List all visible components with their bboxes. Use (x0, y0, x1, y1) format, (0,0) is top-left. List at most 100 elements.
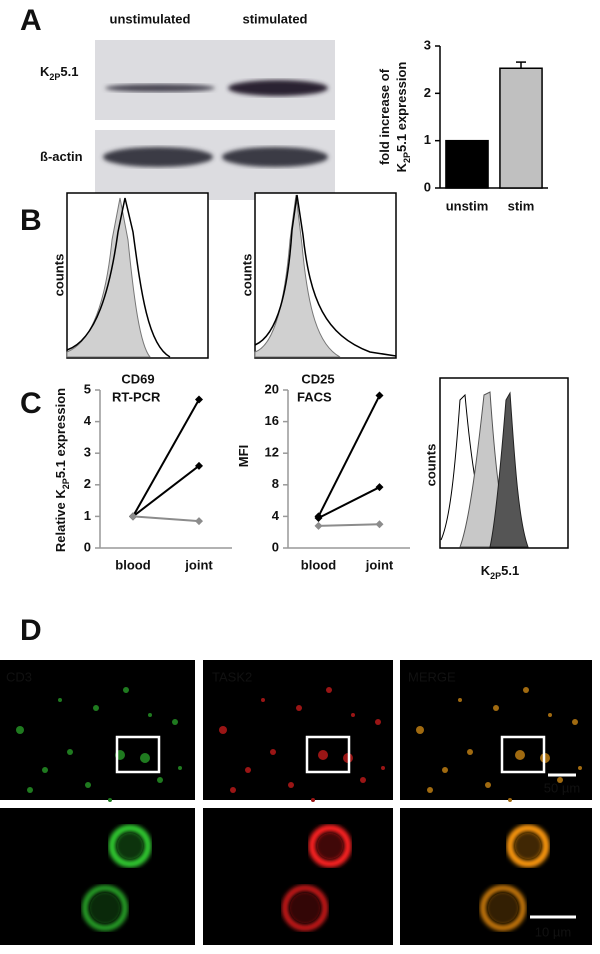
annotation: RT-PCR (112, 389, 161, 404)
y-axis-label: Relative K2P5.1 expression (53, 388, 71, 552)
y-axis-label-part: 5.1 expression (394, 62, 409, 152)
histogram-line (254, 194, 397, 357)
y-tick-label: 5 (84, 381, 91, 396)
axis-label-part: 5.1 (501, 563, 519, 578)
panel-label: B (20, 204, 42, 237)
blot-band (222, 147, 328, 167)
blot-band (105, 84, 215, 92)
bar (499, 67, 543, 189)
y-tick-label: 3 (424, 37, 431, 52)
y-tick-label: 2 (424, 85, 431, 100)
y-axis-label-part: 5.1 expression (53, 388, 68, 478)
scale-label: 50 µm (544, 780, 580, 795)
x-tick-label: stim (508, 198, 535, 213)
y-tick-label: 0 (272, 539, 279, 554)
series-line (132, 515, 200, 523)
marker (375, 520, 384, 529)
series-line (317, 395, 381, 517)
flow-histogram (66, 192, 209, 359)
axis-label: CD69 (121, 371, 154, 386)
flow-histogram (439, 377, 569, 549)
marker (195, 517, 203, 526)
annotation: FACS (297, 389, 332, 404)
y-tick-label: 4 (84, 413, 92, 428)
channel-label: MERGE (408, 669, 456, 684)
x-tick-label: joint (184, 557, 213, 572)
histogram-fill (254, 194, 341, 358)
y-tick-label: 2 (84, 476, 91, 491)
x-tick-label: joint (365, 557, 394, 572)
x-tick-label: blood (301, 557, 336, 572)
histogram-line (66, 197, 171, 358)
histogram-frame (254, 192, 397, 359)
marker (195, 461, 203, 470)
histogram-fill (489, 391, 529, 548)
blot-band (228, 80, 328, 96)
inset-box (115, 735, 161, 774)
channel-label: CD3 (6, 669, 32, 684)
y-tick-label: 20 (265, 381, 279, 396)
axis-label-part: K (481, 563, 491, 578)
y-axis-label: fold increase of (377, 68, 392, 165)
micrographs (0, 660, 592, 945)
scale-label: 10 µm (535, 924, 571, 939)
axis-label: K2P5.1 (481, 563, 519, 581)
micrograph (203, 660, 393, 800)
blot-column-label: stimulated (242, 11, 307, 26)
blot-row-label-part: ß-actin (40, 149, 83, 164)
inset-box (500, 735, 546, 774)
x-tick-label: blood (115, 557, 150, 572)
y-axis-label-part: Relative K (53, 489, 68, 552)
axis-label: counts (423, 444, 438, 487)
micrograph (203, 808, 393, 945)
micrograph (0, 808, 195, 945)
marker (375, 483, 384, 492)
series-line (318, 486, 380, 519)
y-axis-label-part: fold increase of (377, 68, 392, 165)
inset-box (305, 735, 351, 774)
series-line (132, 398, 200, 517)
blot-image (95, 40, 335, 120)
blot-row-label: ß-actin (40, 149, 83, 164)
micrograph (400, 808, 592, 945)
y-axis-label-part: 2P (61, 478, 71, 489)
blot-row-label-part: K (40, 64, 50, 79)
marker (375, 391, 384, 400)
series-line (132, 465, 200, 518)
micrograph (0, 660, 195, 800)
blot-band (103, 147, 213, 167)
series-line (318, 523, 380, 527)
y-axis-label-part: MFI (236, 445, 251, 467)
axis-label-part: 2P (490, 571, 501, 581)
y-tick-label: 8 (272, 476, 279, 491)
micrograph (400, 660, 592, 800)
y-axis-label-part: K (394, 162, 409, 172)
panel-label: A (20, 4, 42, 37)
y-tick-label: 1 (84, 508, 91, 523)
panel-label: C (20, 387, 42, 420)
marker (129, 512, 137, 521)
flow-histogram (254, 192, 397, 359)
marker (314, 521, 323, 530)
y-tick-label: 0 (424, 179, 431, 194)
axis-label: counts (239, 254, 254, 297)
blot-row-label-part: 5.1 (60, 64, 78, 79)
y-tick-label: 16 (265, 413, 279, 428)
y-tick-label: 0 (84, 539, 91, 554)
panel-label: D (20, 614, 42, 647)
blot-row-label: K2P5.1 (40, 64, 78, 82)
axis-label: counts (51, 254, 66, 297)
y-tick-label: 12 (265, 445, 279, 460)
western-blot (95, 40, 335, 200)
y-axis-label: MFI (236, 445, 251, 467)
marker (314, 513, 323, 522)
marker (195, 395, 203, 404)
y-tick-label: 4 (272, 508, 280, 523)
bar (445, 139, 489, 189)
y-axis-label-part: 2P (402, 152, 412, 163)
y-tick-label: 3 (84, 445, 91, 460)
y-tick-label: 1 (424, 132, 431, 147)
